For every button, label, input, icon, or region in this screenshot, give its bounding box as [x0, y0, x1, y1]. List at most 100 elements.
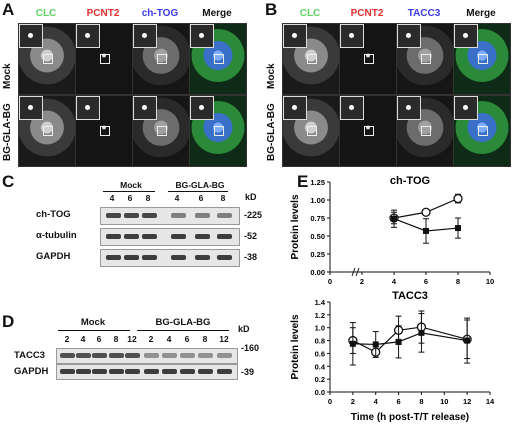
e-chart1-xlabel: Time (h post-T/T release) — [351, 412, 469, 423]
e-chart1-xtick-label: 10 — [440, 397, 448, 406]
d-blot-label-0: TACC3 — [14, 350, 45, 361]
panel-b-micrograph-r0c3 — [453, 23, 511, 95]
panel-a-row-label-0: Mock — [2, 63, 13, 89]
e-chart1-ylabel: Protein levels — [290, 314, 301, 379]
panel-a-header-3: Merge — [202, 8, 232, 19]
e-chart1-ytick-label: 0.2 — [315, 375, 325, 384]
roi-box — [157, 126, 167, 136]
c-blot-label-2: GAPDH — [36, 251, 71, 262]
c-kd-unit: kD — [245, 192, 257, 202]
panel-b-micrograph-r0c0 — [282, 23, 340, 95]
e-chart1-ytick-label: 0.0 — [315, 388, 325, 397]
e-chart0-xtick-label: 6 — [424, 277, 428, 286]
e-chart1-title: TACC3 — [392, 290, 428, 302]
roi-box — [421, 126, 431, 136]
e-chart1-ytick-label: 1.0 — [315, 324, 325, 333]
e-chart1-ytick-label: 0.4 — [315, 362, 326, 371]
d-blot-label-1: GAPDH — [14, 366, 49, 377]
c-group-line-mock — [103, 191, 155, 192]
e-chart1-xtick-label: 4 — [374, 397, 379, 406]
d-lane-3: 8 — [113, 334, 119, 344]
centrosome-spot — [406, 105, 411, 110]
c-lane-1: 6 — [127, 193, 133, 203]
d-group-line-mock — [58, 330, 130, 331]
centrosome-spot — [142, 105, 147, 110]
blot-band — [76, 369, 91, 374]
blot-band — [217, 234, 232, 239]
c-lane-4: 6 — [198, 193, 204, 203]
e-chart0-xtick-label: 4 — [392, 277, 397, 286]
e-chart0-ytick-label: 1.25 — [310, 178, 325, 187]
blot-band — [106, 255, 121, 260]
panel-b-micrograph-r1c1 — [339, 95, 397, 167]
e-chart0-axis-break — [355, 267, 360, 277]
e-chart0-ytick-label: 0.00 — [310, 268, 325, 277]
panel-a-micrograph-r1c0 — [18, 95, 76, 167]
blot-band — [198, 369, 213, 374]
panel-a-micrograph-r0c1 — [75, 23, 133, 95]
roi-box — [364, 126, 374, 136]
panel-b-micrograph-r0c2 — [396, 23, 454, 95]
e-chart1-xtick-label: 6 — [396, 397, 400, 406]
d-kd-top: -160 — [241, 343, 260, 353]
centrosome-spot — [142, 33, 147, 38]
d-lane-9: 12 — [219, 334, 229, 344]
e-chart1-series1-point — [464, 337, 471, 344]
e-chart0-series1-point — [391, 215, 397, 222]
panel-a-header-2: ch-TOG — [141, 8, 179, 19]
roi-box — [307, 54, 317, 64]
c-group-mock: Mock — [120, 180, 142, 190]
panel-b-row-label-1: BG-GLA-BG — [266, 103, 277, 161]
roi-box — [214, 54, 224, 64]
panel-a-micrograph-r1c2 — [132, 95, 190, 167]
d-blot-strip-0 — [56, 348, 238, 364]
e-chart1-series1-point — [395, 338, 402, 345]
e-chart1-series1-point — [372, 341, 379, 348]
blot-band — [180, 369, 195, 374]
roi-box — [43, 126, 53, 136]
panel-a-micrograph-r0c0 — [18, 23, 76, 95]
zoom-inset — [454, 24, 478, 48]
e-chart1-ytick-label: 0.8 — [315, 337, 325, 346]
zoom-inset — [340, 24, 364, 48]
zoom-inset — [397, 96, 421, 120]
panel-b-micrograph-r1c3 — [453, 95, 511, 167]
roi-box — [157, 54, 167, 64]
e-chart1-xtick-label: 2 — [351, 397, 355, 406]
blot-band — [142, 234, 157, 239]
zoom-inset — [283, 24, 307, 48]
e-chart1-xtick-label: 14 — [486, 397, 495, 406]
roi-box — [364, 54, 374, 64]
blot-band — [124, 255, 139, 260]
e-chart1-ytick-label: 0.6 — [315, 349, 325, 358]
c-lane-2: 8 — [145, 193, 151, 203]
blot-band — [162, 369, 177, 374]
e-chart0-ytick-label: 0.75 — [310, 214, 325, 223]
d-group-mock: Mock — [80, 317, 106, 328]
centrosome-spot — [292, 105, 297, 110]
panel-letter-a: A — [2, 0, 15, 19]
d-lane-6: 4 — [166, 334, 172, 344]
blot-band — [217, 213, 232, 218]
d-blot-kd-1: -39 — [241, 367, 255, 377]
centrosome-spot — [199, 33, 204, 38]
c-blot-strip-2 — [100, 249, 240, 267]
roi-box — [478, 54, 488, 64]
zoom-inset — [454, 96, 478, 120]
blot-band — [217, 369, 232, 374]
blot-band — [195, 213, 210, 218]
centrosome-spot — [463, 33, 468, 38]
e-chart0-series1-point — [455, 225, 461, 232]
blot-band — [125, 353, 140, 358]
e-chart0-ylabel: Protein levels — [290, 194, 301, 259]
blot-band — [106, 213, 121, 218]
e-chart1-series1-point — [349, 340, 356, 347]
blot-band — [171, 213, 186, 218]
e-chart1-xtick-label: 8 — [419, 397, 423, 406]
e-chart0-title: ch-TOG — [390, 175, 430, 187]
c-blot-kd-2: -38 — [244, 252, 258, 262]
zoom-inset — [19, 24, 43, 48]
blot-band — [162, 353, 177, 358]
blot-band — [124, 234, 139, 239]
panel-a-header-1: PCNT2 — [86, 8, 120, 19]
